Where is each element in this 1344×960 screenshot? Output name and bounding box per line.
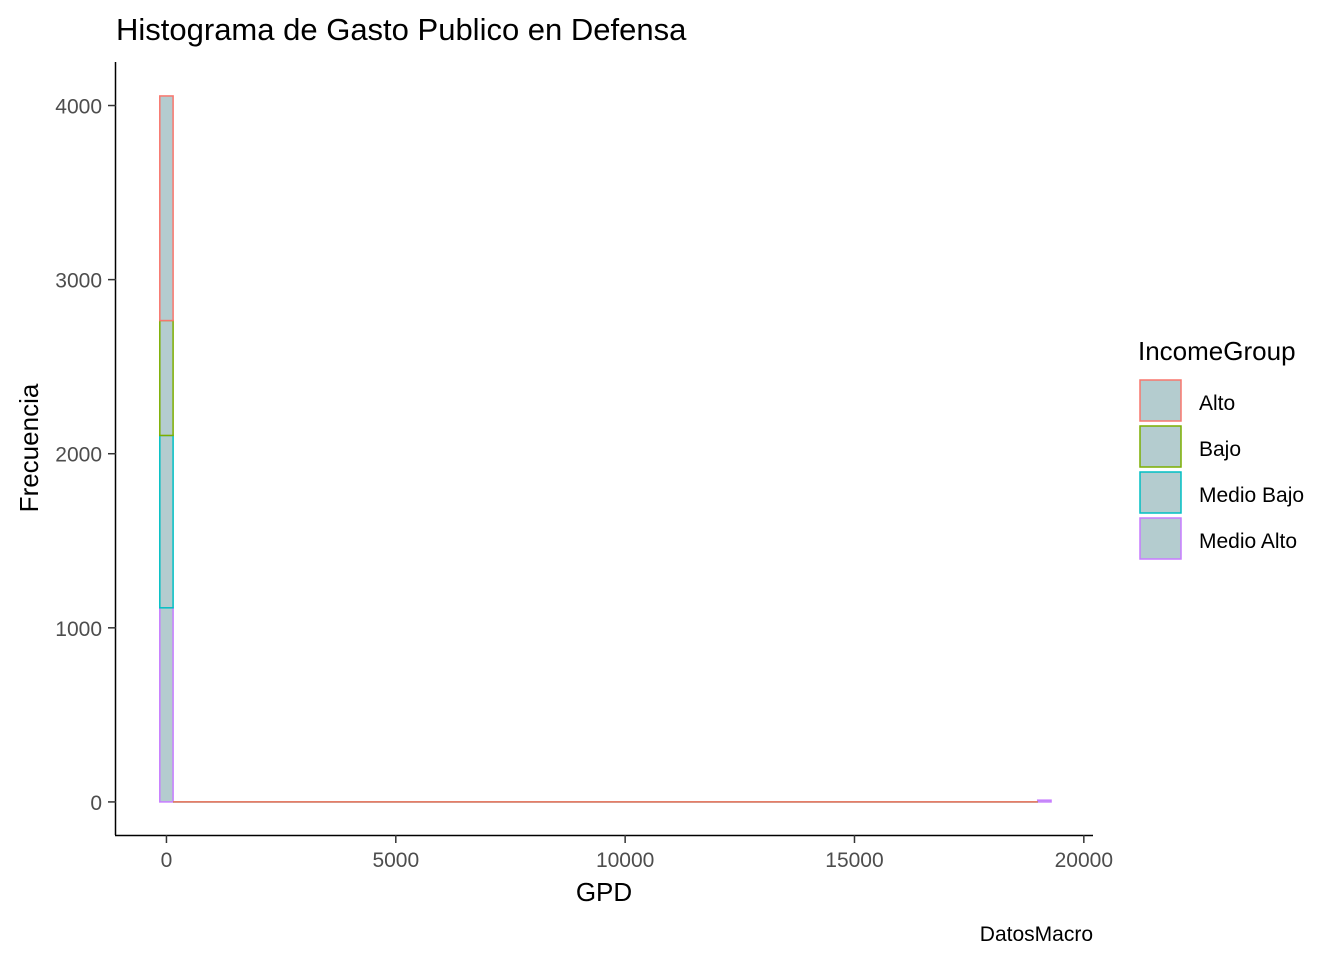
legend-label: Bajo (1199, 438, 1241, 461)
legend-title: IncomeGroup (1138, 336, 1296, 366)
x-axis-ticks: 0 5000 10000 15000 20000 (161, 835, 1113, 872)
x-tick-label: 15000 (825, 849, 883, 872)
legend: IncomeGroup Alto Bajo Medio Bajo Medio Alto (1138, 336, 1304, 560)
y-tick-label: 0 (90, 792, 102, 815)
bar-medio-alto-bin-0 (159, 607, 174, 803)
plot-area (159, 95, 1052, 803)
bar-bajo-bin-0 (159, 319, 174, 437)
x-tick-label: 20000 (1055, 849, 1113, 872)
bar-medio-bajo-bin-0 (159, 434, 174, 609)
chart-title: Histograma de Gasto Publico en Defensa (116, 12, 687, 47)
x-tick-label: 5000 (372, 849, 419, 872)
y-axis-title: Frecuencia (14, 383, 44, 512)
legend-key-medio-alto (1139, 517, 1182, 560)
legend-key-medio-bajo (1139, 471, 1182, 514)
y-tick-label: 3000 (55, 270, 102, 293)
x-tick-label: 10000 (596, 849, 654, 872)
y-tick-label: 2000 (55, 444, 102, 467)
chart-caption: DatosMacro (980, 923, 1093, 946)
legend-label: Medio Bajo (1199, 484, 1304, 507)
x-axis-title: GPD (576, 877, 632, 907)
legend-label: Alto (1199, 392, 1235, 415)
bar-alto-bin-0 (159, 95, 174, 322)
x-tick-label: 0 (161, 849, 173, 872)
legend-key-alto (1139, 379, 1182, 422)
legend-label: Medio Alto (1199, 530, 1297, 553)
y-axis-ticks: 0 1000 2000 3000 4000 (55, 96, 116, 815)
y-tick-label: 4000 (55, 96, 102, 119)
legend-key-bajo (1139, 425, 1182, 468)
bar-medio-alto-bin-1 (1036, 799, 1052, 803)
y-tick-label: 1000 (55, 618, 102, 641)
